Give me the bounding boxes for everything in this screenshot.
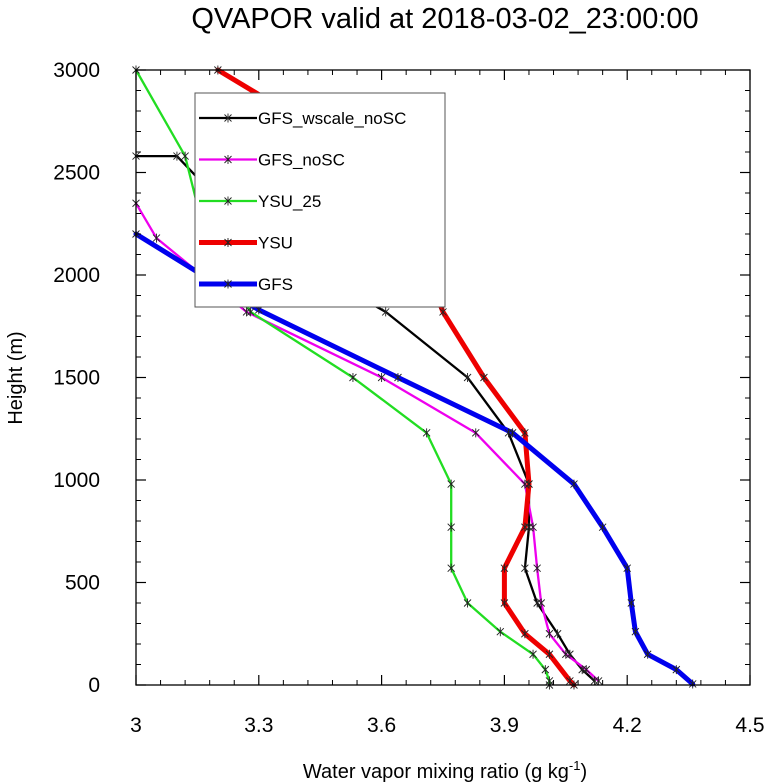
legend-item-gfs: GFS: [199, 275, 293, 294]
data-point-gfs-nosc: [561, 649, 570, 659]
data-point-gfs-nosc: [537, 598, 546, 608]
data-point-gfs-nosc: [529, 522, 537, 532]
data-point-ysu: [525, 479, 533, 489]
data-point-ysu: [545, 649, 554, 659]
data-point-gfs-nosc: [582, 665, 591, 675]
data-point-ysu-25: [447, 563, 456, 573]
data-point-gfs-nosc: [594, 676, 603, 686]
legend-item-ysu: YSU: [199, 234, 293, 253]
legend-marker: [224, 196, 232, 206]
y-tick-label: 1500: [53, 367, 100, 390]
data-point-ysu: [566, 676, 574, 686]
data-point-gfs-nosc: [471, 428, 480, 438]
data-point-ysu: [439, 307, 447, 317]
data-point-gfs-nosc: [533, 563, 541, 573]
data-point-gfs: [508, 428, 517, 438]
y-tick-label: 3000: [53, 59, 100, 82]
data-point-gfs-nosc: [377, 373, 386, 382]
x-axis-label-tail: ): [580, 761, 587, 783]
x-tick-label: 3.3: [244, 714, 273, 737]
y-tick-label: 0: [88, 674, 100, 697]
data-point-gfs: [643, 649, 652, 659]
data-point-gfs: [598, 522, 607, 532]
legend-marker: [224, 238, 232, 247]
data-point-gfs-wscale-nosc: [553, 629, 562, 639]
data-point-ysu: [500, 563, 509, 573]
legend-label: GFS_wscale_noSC: [258, 109, 406, 128]
x-tick-label: 4.2: [613, 714, 642, 737]
x-tick-label: 3: [130, 714, 142, 737]
data-point-ysu-25: [541, 665, 550, 675]
data-point-gfs-wscale-nosc: [173, 151, 181, 161]
x-axis: 3 3.3 3.6 3.9 4.2 4.5: [130, 70, 765, 737]
data-point-ysu-25: [463, 598, 472, 608]
data-point-ysu-25: [496, 627, 505, 637]
data-point-gfs: [570, 479, 578, 489]
y-axis-label: Height (m): [5, 331, 27, 424]
y-tick-label: 500: [65, 572, 100, 595]
data-point-ysu-25: [181, 151, 189, 161]
y-tick-label: 1000: [53, 469, 100, 492]
y-axis: 0 500 1000 1500 2000 2500 3000: [53, 59, 750, 697]
legend-marker: [224, 279, 232, 289]
legend-item-gfs-nosc: GFS_noSC: [199, 151, 345, 170]
y-tick-label: 2500: [53, 162, 100, 185]
legend-items: GFS_wscale_noSC GFS_noSC YSU_25 YSU GFS: [199, 109, 406, 294]
series-line-gfs: [133, 231, 696, 687]
data-point-ysu-25: [529, 649, 537, 659]
data-point-ysu: [500, 598, 509, 608]
legend: GFS_wscale_noSC GFS_noSC YSU_25 YSU GFS: [194, 92, 446, 308]
data-point-gfs-wscale-nosc: [463, 373, 472, 382]
data-point-ysu-25: [422, 428, 431, 438]
x-tick-label: 4.5: [735, 714, 764, 737]
data-point-ysu: [480, 373, 488, 382]
x-axis-label-main: Water vapor mixing ratio (g kg: [303, 761, 569, 783]
data-point-gfs-nosc: [152, 233, 161, 243]
data-point-gfs-wscale-nosc: [521, 563, 529, 573]
x-axis-label-exponent: -1: [569, 758, 581, 773]
data-point-gfs: [631, 627, 640, 637]
data-point-ysu-25: [447, 522, 456, 532]
x-tick-label: 3.6: [367, 714, 396, 737]
data-point-ysu-25: [349, 373, 357, 382]
chart-title: QVAPOR valid at 2018-03-02_23:00:00: [191, 3, 698, 35]
legend-label: GFS_noSC: [258, 151, 345, 170]
x-axis-label: Water vapor mixing ratio (g kg-1): [303, 758, 587, 783]
data-point-gfs-wscale-nosc: [381, 307, 390, 317]
data-point-ysu-25: [545, 676, 554, 686]
data-point-ysu: [521, 629, 529, 639]
data-point-gfs: [672, 665, 681, 675]
legend-label: GFS: [258, 275, 293, 294]
legend-item-gfs-wscale-nosc: GFS_wscale_noSC: [199, 109, 406, 128]
data-point-ysu: [521, 522, 529, 532]
data-point-gfs-nosc: [545, 629, 554, 639]
legend-label: YSU_25: [258, 192, 321, 211]
legend-marker: [224, 155, 232, 164]
data-point-gfs: [688, 679, 697, 689]
y-tick-label: 2000: [53, 264, 100, 287]
x-tick-label: 3.9: [490, 714, 519, 737]
legend-label: YSU: [258, 234, 293, 253]
data-point-gfs: [627, 598, 636, 608]
legend-marker: [224, 113, 232, 123]
data-point-ysu-25: [447, 479, 456, 489]
legend-item-ysu-25: YSU_25: [199, 192, 321, 211]
data-point-gfs: [394, 373, 402, 382]
data-point-ysu-25: [246, 307, 255, 317]
data-point-gfs: [623, 563, 632, 573]
data-point-ysu: [521, 428, 529, 438]
